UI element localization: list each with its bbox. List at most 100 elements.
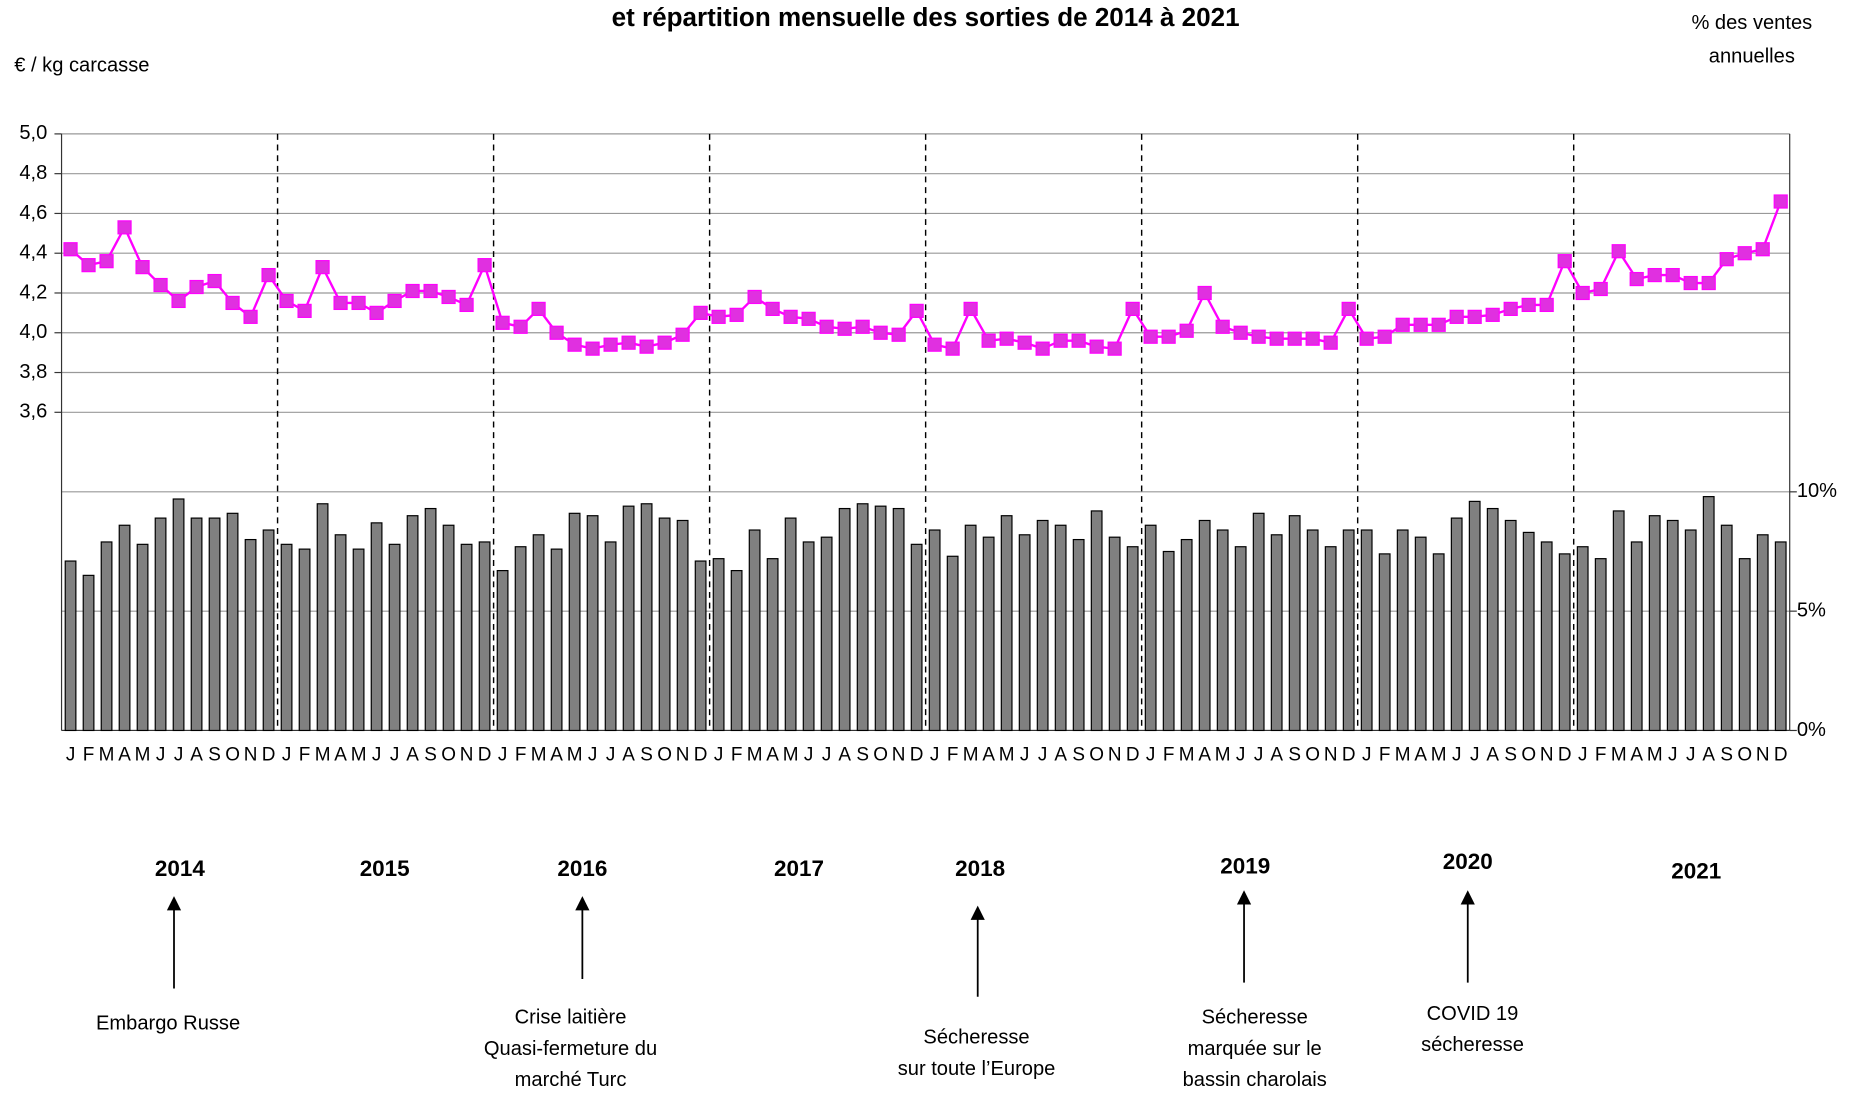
y-tick-label: 4,2 — [19, 281, 47, 303]
x-tick-label: J — [282, 744, 291, 765]
bar — [874, 505, 887, 732]
y-tick-label: 4,6 — [19, 202, 47, 224]
x-tick-label: J — [804, 744, 813, 765]
bar — [1666, 519, 1679, 732]
bar — [262, 529, 275, 732]
bar — [1180, 538, 1193, 732]
bar — [172, 498, 185, 732]
price-marker — [387, 293, 402, 309]
y-tick-label: 4,8 — [19, 162, 47, 184]
price-marker — [1233, 325, 1248, 340]
bar — [1324, 546, 1337, 732]
price-marker — [243, 309, 258, 324]
x-tick-label: A — [838, 744, 851, 765]
arrow-head — [1236, 890, 1252, 905]
x-tick-label: J — [1362, 744, 1371, 765]
x-tick-label: J — [1452, 744, 1461, 765]
price-marker — [999, 331, 1014, 346]
x-tick-label: J — [372, 744, 381, 765]
y-tick-label: 4,4 — [19, 242, 47, 264]
bar — [118, 524, 131, 732]
bar — [1126, 546, 1139, 732]
bar — [424, 507, 437, 732]
price-marker — [1125, 301, 1140, 316]
bar — [1306, 529, 1319, 732]
price-marker — [909, 303, 924, 318]
annotation: Sécheresse — [1202, 1006, 1308, 1028]
price-marker — [405, 283, 420, 299]
x-tick-label: A — [622, 744, 635, 765]
price-marker — [1269, 331, 1284, 346]
price-marker — [477, 258, 492, 273]
bar — [334, 534, 347, 732]
x-tick-label: D — [1126, 744, 1140, 765]
bar — [838, 507, 851, 732]
bar — [1054, 524, 1067, 732]
x-tick-label: N — [676, 744, 690, 765]
bar — [316, 503, 329, 732]
y-tick-label: 4,0 — [19, 321, 47, 343]
year-label: 2019 — [1220, 854, 1270, 879]
bar — [190, 517, 203, 732]
price-marker — [1431, 317, 1446, 332]
bar — [1630, 541, 1643, 732]
price-marker — [171, 293, 186, 309]
price-marker — [1521, 297, 1536, 313]
price-marker — [495, 315, 510, 330]
x-tick-label: A — [982, 744, 995, 765]
x-tick-label: S — [1072, 744, 1085, 765]
price-marker — [1179, 323, 1194, 338]
x-tick-label: O — [873, 744, 888, 765]
price-marker — [1323, 335, 1338, 350]
x-tick-label: M — [531, 744, 547, 765]
price-marker — [333, 295, 348, 311]
x-tick-label: A — [334, 744, 347, 765]
price-marker — [891, 327, 906, 342]
bar — [1162, 550, 1175, 732]
bar — [1720, 524, 1733, 732]
bar — [1288, 515, 1301, 732]
y-tick-label: 3,8 — [19, 361, 47, 383]
price-marker — [117, 220, 132, 235]
bar — [1144, 524, 1157, 732]
price-marker — [1737, 246, 1752, 261]
bar — [1072, 538, 1085, 732]
y2-axis-label: % des ventes — [1691, 12, 1812, 34]
bar — [298, 548, 311, 732]
x-tick-label: M — [315, 744, 331, 765]
year-label: 2020 — [1443, 849, 1493, 874]
bar — [1594, 558, 1607, 732]
bar — [1378, 553, 1391, 732]
bar — [1198, 519, 1211, 732]
arrow-head — [1460, 890, 1475, 905]
price-marker — [1629, 271, 1644, 287]
price-marker — [1053, 333, 1068, 348]
price-marker — [513, 319, 528, 334]
x-tick-label: O — [1521, 744, 1536, 765]
price-marker — [981, 333, 996, 348]
bar — [478, 541, 491, 732]
bar — [1234, 546, 1247, 732]
price-marker — [927, 337, 942, 352]
bar — [1036, 519, 1049, 732]
x-tick-label: J — [1236, 744, 1245, 765]
year-label: 2018 — [955, 856, 1005, 881]
price-marker — [423, 283, 438, 299]
x-tick-label: M — [1611, 744, 1627, 765]
price-marker — [1413, 317, 1428, 332]
y-tick-label: 5,0 — [19, 122, 47, 144]
price-marker — [549, 325, 564, 340]
bar — [1450, 517, 1463, 732]
x-tick-label: A — [1630, 744, 1643, 765]
x-tick-label: F — [1163, 744, 1175, 765]
x-tick-label: M — [351, 744, 367, 765]
price-marker — [81, 258, 96, 273]
x-tick-label: F — [1379, 744, 1391, 765]
bar — [1342, 529, 1355, 732]
price-marker — [279, 293, 294, 309]
x-tick-label: F — [515, 744, 527, 765]
x-tick-label: A — [1486, 744, 1499, 765]
chart-title: et répartition mensuelle des sorties de … — [612, 2, 1240, 32]
price-marker — [261, 267, 276, 283]
price-marker — [1287, 331, 1302, 346]
